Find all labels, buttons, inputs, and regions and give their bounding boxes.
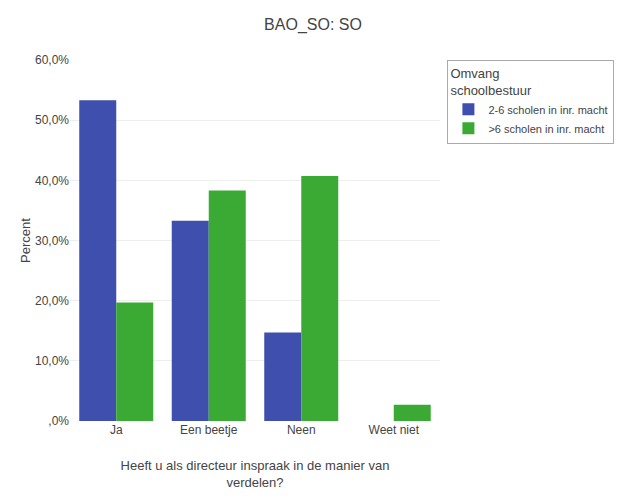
svg-text:BAO_SO: SO: BAO_SO: SO: [264, 16, 362, 34]
svg-text:Percent: Percent: [18, 218, 33, 263]
svg-text:Weet niet: Weet niet: [369, 423, 420, 437]
svg-text:Omvangschoolbestuur: Omvangschoolbestuur: [450, 66, 532, 98]
svg-text:>6 scholen in inr. macht: >6 scholen in inr. macht: [488, 123, 604, 135]
svg-text:Neen: Neen: [287, 423, 316, 437]
svg-text:Heeft u als directeur inspraak: Heeft u als directeur inspraak in de man…: [121, 458, 390, 490]
svg-text:10,0%: 10,0%: [35, 354, 69, 368]
svg-text:40,0%: 40,0%: [35, 174, 69, 188]
svg-text:30,0%: 30,0%: [35, 234, 69, 248]
svg-text:2-6 scholen in inr. macht: 2-6 scholen in inr. macht: [488, 104, 607, 116]
svg-text:50,0%: 50,0%: [35, 113, 69, 127]
svg-text:Een beetje: Een beetje: [180, 423, 238, 437]
svg-text:Ja: Ja: [110, 423, 123, 437]
svg-text:20,0%: 20,0%: [35, 294, 69, 308]
svg-text:60,0%: 60,0%: [35, 53, 69, 67]
svg-text:,0%: ,0%: [48, 414, 69, 428]
